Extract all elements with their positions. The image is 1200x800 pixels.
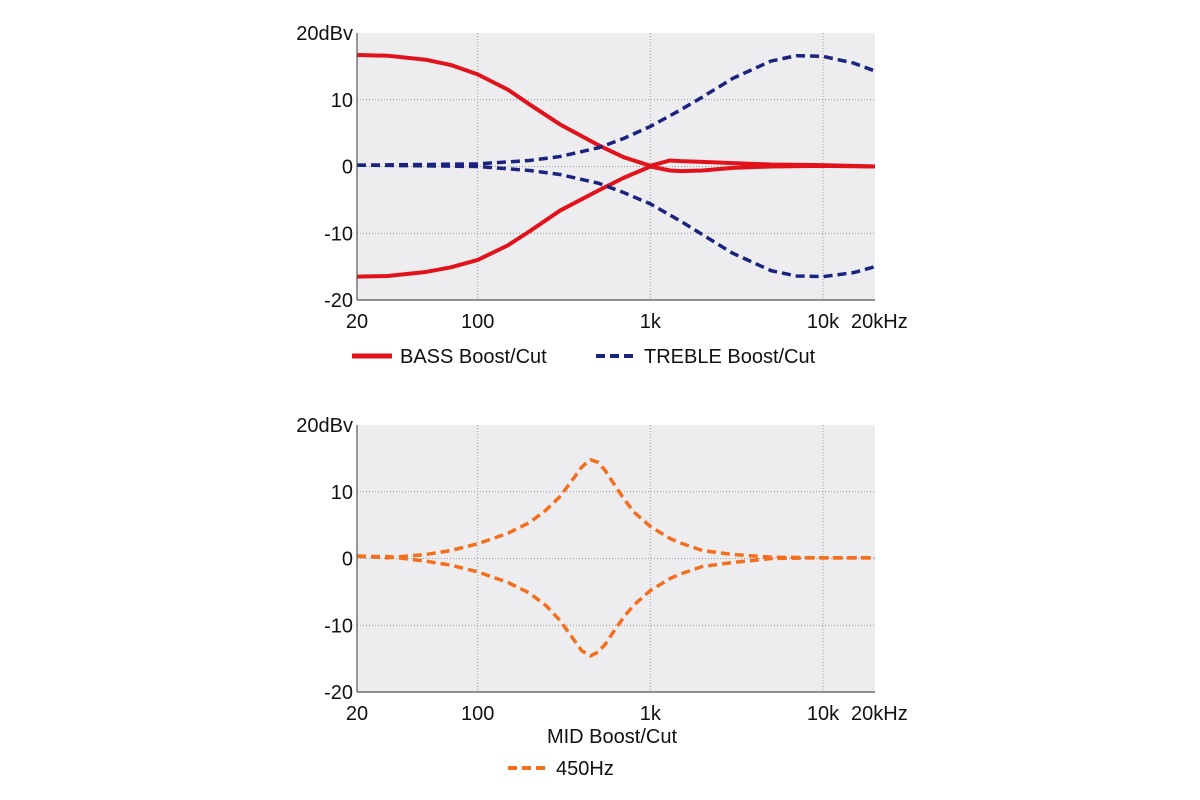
- legend-label-mid: 450Hz: [556, 758, 614, 780]
- y-tick-label: 10: [331, 482, 353, 504]
- y-tick-label: -10: [324, 223, 353, 245]
- y-tick-label: -10: [324, 615, 353, 637]
- x-tick-label: 20: [346, 703, 368, 725]
- y-tick-label: -20: [324, 290, 353, 312]
- series-line-treble-boost-cut-3: [356, 163, 876, 279]
- x-tick-label: 20kHz: [851, 703, 908, 725]
- chart-legends: BASS Boost/Cut TREBLE Boost/Cut MID Boos…: [352, 346, 816, 780]
- y-tick-label: -20: [324, 682, 353, 704]
- x-tick-label: 10k: [807, 703, 840, 725]
- x-tick-label: 10k: [807, 311, 840, 333]
- y-tick-label: 0: [342, 157, 353, 179]
- x-tick-label: 100: [461, 703, 494, 725]
- x-tick-label: 20: [346, 311, 368, 333]
- legend-title-mid: MID Boost/Cut: [547, 726, 677, 748]
- legend-label-bass: BASS Boost/Cut: [400, 346, 547, 368]
- series-line-450hz-0: [356, 457, 875, 560]
- series-line-bass-boost-cut-0: [356, 53, 876, 169]
- y-tick-label: 20dBv: [296, 23, 353, 45]
- series-line-bass-boost-cut-1: [356, 163, 876, 279]
- legend-label-treble: TREBLE Boost/Cut: [644, 346, 816, 368]
- series-line-treble-boost-cut-2: [356, 53, 876, 167]
- y-tick-label: 10: [331, 90, 353, 112]
- y-tick-label: 0: [342, 549, 353, 571]
- series-line-450hz-1: [357, 554, 875, 658]
- x-tick-label: 20kHz: [851, 311, 908, 333]
- y-tick-label: 20dBv: [296, 415, 353, 437]
- x-tick-label: 100: [461, 311, 494, 333]
- x-tick-label: 1k: [640, 311, 662, 333]
- x-tick-label: 1k: [640, 703, 662, 725]
